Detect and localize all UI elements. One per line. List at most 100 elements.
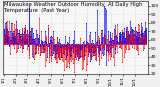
Point [94, 54, 96, 55]
Point [132, 40, 134, 42]
Point [121, 32, 124, 34]
Point [77, 57, 80, 59]
Point [76, 45, 78, 46]
Point [60, 54, 63, 55]
Point [18, 34, 20, 35]
Point [15, 41, 18, 42]
Point [109, 45, 112, 46]
Point [140, 22, 143, 24]
Point [54, 58, 56, 60]
Point [126, 48, 129, 49]
Point [132, 40, 135, 41]
Point [69, 58, 71, 60]
Point [20, 48, 23, 49]
Point [4, 34, 6, 35]
Point [114, 52, 117, 54]
Point [69, 55, 72, 57]
Point [125, 30, 128, 31]
Point [92, 52, 95, 53]
Point [120, 40, 123, 42]
Point [50, 54, 52, 56]
Point [3, 36, 6, 38]
Point [71, 44, 73, 45]
Point [133, 47, 135, 49]
Point [20, 38, 23, 39]
Point [82, 61, 84, 62]
Point [104, 38, 106, 39]
Point [28, 50, 30, 52]
Point [8, 43, 10, 44]
Point [138, 31, 140, 33]
Point [79, 51, 81, 53]
Point [110, 55, 112, 56]
Point [86, 44, 89, 45]
Point [51, 37, 53, 38]
Point [32, 43, 35, 44]
Point [131, 33, 134, 35]
Point [130, 29, 133, 31]
Point [84, 46, 87, 48]
Point [144, 29, 146, 30]
Point [80, 57, 83, 58]
Point [130, 42, 132, 44]
Point [54, 46, 56, 47]
Point [81, 56, 83, 58]
Point [16, 32, 19, 34]
Point [100, 41, 103, 43]
Point [116, 42, 119, 44]
Point [130, 26, 133, 28]
Point [135, 49, 138, 51]
Point [27, 31, 30, 33]
Point [144, 38, 146, 39]
Point [42, 45, 45, 46]
Point [80, 47, 82, 48]
Point [16, 50, 19, 52]
Point [33, 53, 36, 55]
Point [9, 53, 12, 55]
Point [21, 37, 24, 38]
Point [41, 47, 44, 48]
Point [19, 35, 21, 37]
Point [102, 46, 104, 48]
Point [39, 55, 42, 56]
Point [23, 39, 25, 40]
Point [33, 44, 35, 45]
Point [92, 43, 95, 44]
Point [52, 45, 55, 47]
Point [49, 55, 52, 56]
Point [87, 47, 90, 49]
Point [134, 39, 137, 40]
Point [98, 44, 101, 45]
Point [32, 41, 35, 42]
Point [113, 45, 116, 47]
Point [27, 55, 30, 56]
Point [85, 41, 88, 42]
Point [52, 38, 54, 40]
Point [59, 42, 62, 44]
Point [12, 32, 15, 34]
Point [143, 31, 145, 32]
Point [30, 41, 32, 43]
Point [49, 39, 52, 41]
Point [58, 46, 61, 48]
Point [63, 69, 66, 70]
Point [49, 40, 52, 41]
Point [41, 44, 43, 46]
Point [79, 46, 81, 48]
Point [53, 46, 56, 48]
Point [36, 34, 39, 35]
Point [59, 50, 62, 51]
Point [4, 34, 7, 35]
Point [109, 51, 111, 52]
Point [108, 41, 110, 42]
Point [62, 47, 65, 48]
Text: Milwaukee Weather Outdoor Humidity  At Daily High  Temperature  (Past Year): Milwaukee Weather Outdoor Humidity At Da… [4, 2, 144, 13]
Point [33, 53, 36, 54]
Point [14, 37, 16, 39]
Point [37, 49, 40, 50]
Point [96, 40, 99, 41]
Point [91, 55, 93, 56]
Point [63, 53, 66, 55]
Point [95, 57, 97, 59]
Point [107, 52, 110, 53]
